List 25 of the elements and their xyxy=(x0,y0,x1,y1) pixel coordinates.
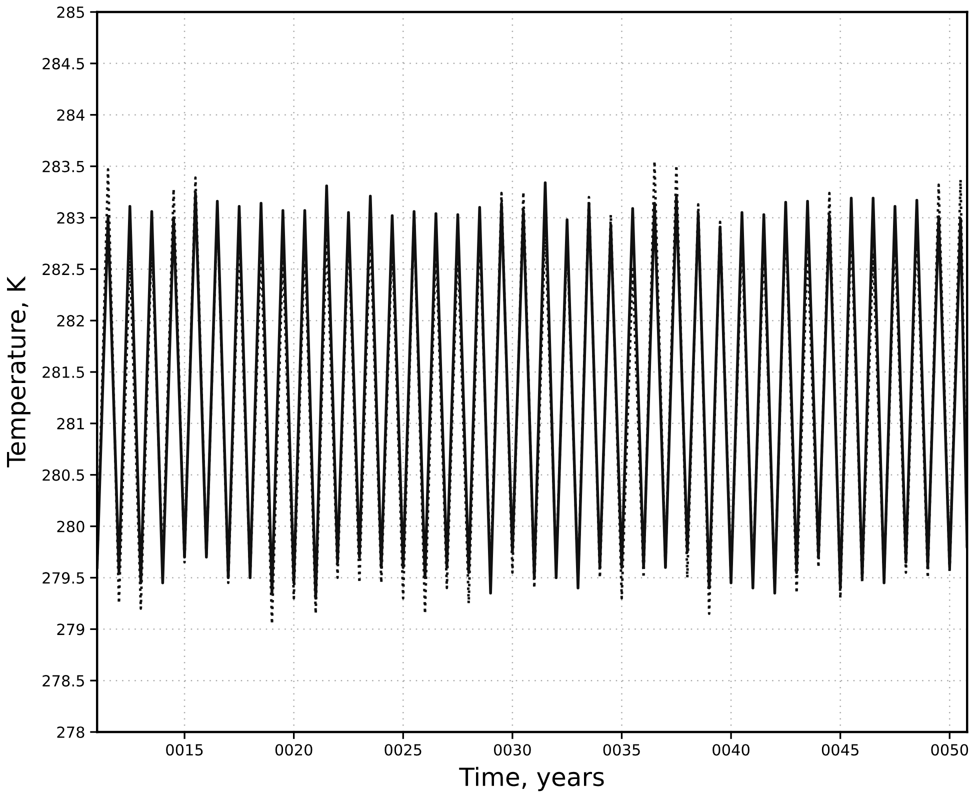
x-tick-label: 0035 xyxy=(603,744,640,756)
x-tick-label: 0015 xyxy=(166,744,203,756)
y-tick-label: 282.5 xyxy=(42,264,84,276)
y-tick-label: 278.5 xyxy=(42,675,84,687)
y-axis-title: Temperature, K xyxy=(7,276,30,468)
y-tick-label: 281 xyxy=(57,418,84,430)
y-tick-label: 285 xyxy=(57,6,84,18)
y-tick-label: 280.5 xyxy=(42,469,84,481)
x-tick-label: 0020 xyxy=(275,744,312,756)
y-tick-label: 278 xyxy=(57,726,84,738)
y-tick-label: 283.5 xyxy=(42,160,84,172)
y-tick-label: 284.5 xyxy=(42,58,84,70)
x-tick-label: 0045 xyxy=(822,744,858,756)
x-tick-label: 0030 xyxy=(494,744,531,756)
x-axis-title: Time, years xyxy=(459,766,604,792)
y-tick-label: 280 xyxy=(57,520,84,532)
x-tick-label: 0050 xyxy=(931,744,968,756)
y-tick-label: 279 xyxy=(57,624,84,636)
y-tick-label: 281.5 xyxy=(42,366,84,378)
y-tick-label: 284 xyxy=(57,109,84,121)
x-tick-label: 0025 xyxy=(384,744,422,756)
y-tick-label: 282 xyxy=(57,315,84,327)
y-tick-label: 283 xyxy=(57,212,84,224)
x-tick-label: 0040 xyxy=(712,744,750,756)
y-tick-label: 279.5 xyxy=(42,572,84,584)
